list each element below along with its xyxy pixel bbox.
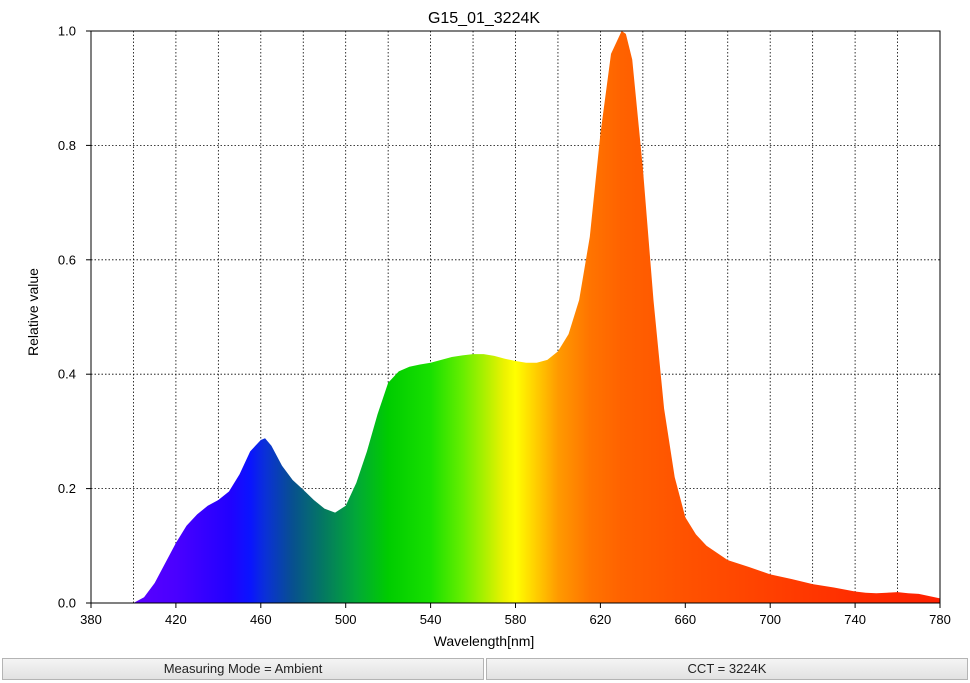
y-tick-label: 0.6: [58, 252, 76, 267]
y-tick-label: 0.2: [58, 481, 76, 496]
y-tick-label: 1.0: [58, 24, 76, 39]
chart-title: G15_01_3224K: [428, 10, 540, 27]
x-tick-label: 700: [759, 612, 781, 627]
x-tick-label: 740: [844, 612, 866, 627]
x-tick-label: 660: [674, 612, 696, 627]
y-tick-label: 0.8: [58, 138, 76, 153]
y-axis-label: Relative value: [25, 268, 41, 356]
measuring-mode-label: Measuring Mode = Ambient: [2, 658, 484, 680]
x-axis-ticks: 380 420 460 500 540 580 620 660 700 740 780: [80, 603, 951, 627]
x-tick-label: 460: [250, 612, 272, 627]
x-tick-label: 780: [929, 612, 951, 627]
y-tick-label: 0.0: [58, 596, 76, 611]
spectrum-chart: G15_01_3224K 380 420 460 500 540 580 620 660 700…: [25, 10, 951, 649]
x-tick-label: 500: [335, 612, 357, 627]
y-axis-ticks: 0.0 0.2 0.4 0.6 0.8 1.0: [58, 24, 91, 611]
x-tick-label: 380: [80, 612, 102, 627]
x-tick-label: 580: [505, 612, 527, 627]
x-tick-label: 540: [420, 612, 442, 627]
x-tick-label: 620: [590, 612, 612, 627]
spectrum-area: [133, 31, 940, 603]
cct-label: CCT = 3224K: [486, 658, 968, 680]
x-tick-label: 420: [165, 612, 187, 627]
x-axis-label: Wavelength[nm]: [434, 633, 535, 649]
y-tick-label: 0.4: [58, 367, 76, 382]
